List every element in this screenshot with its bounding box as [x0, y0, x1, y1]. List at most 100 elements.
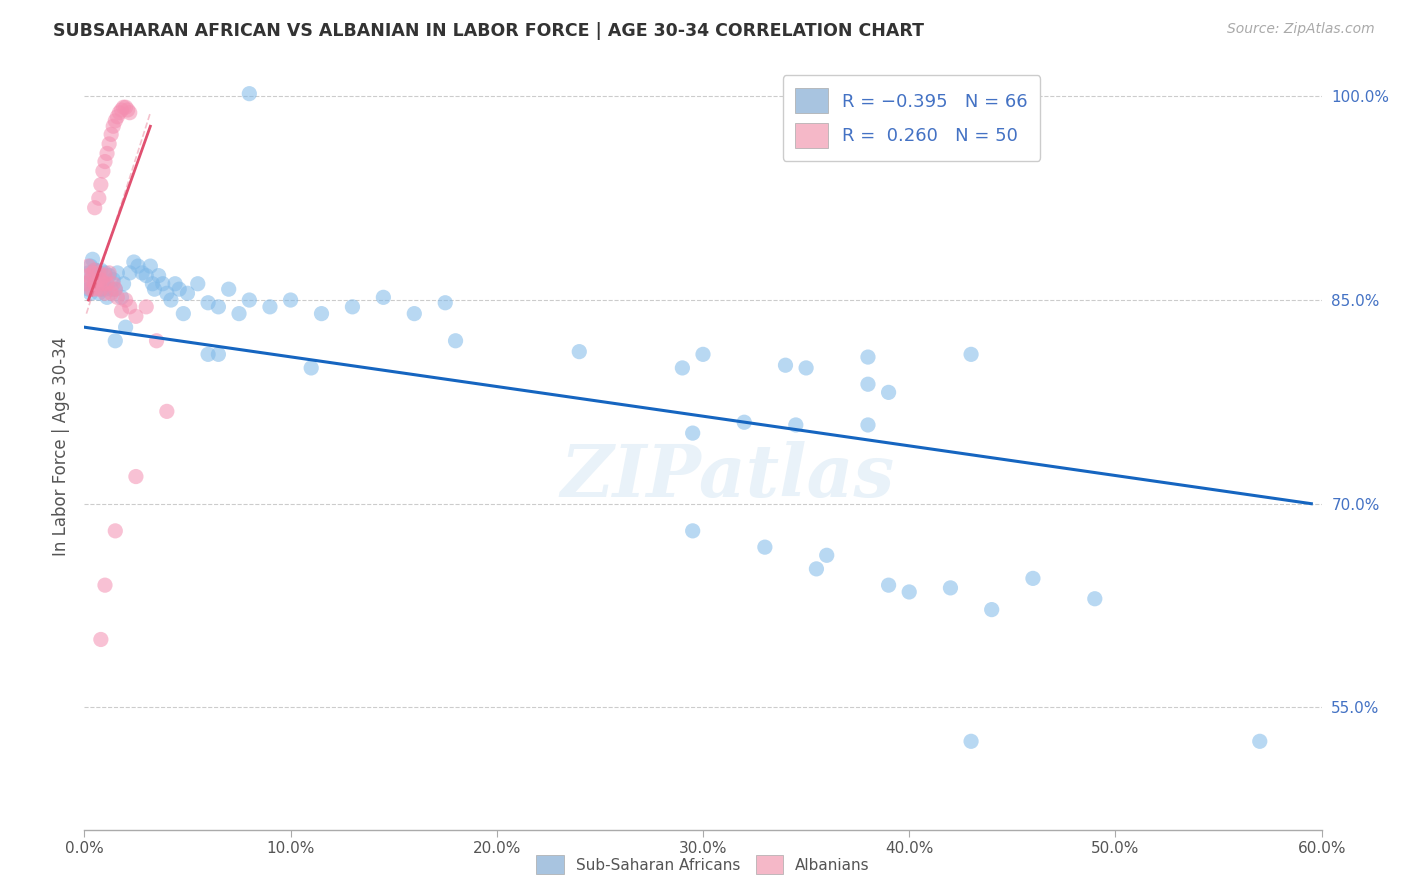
- Point: [94, 282, 117, 296]
- Point: [96, 146, 118, 161]
- Point: [114, 100, 136, 114]
- Text: Source: ZipAtlas.com: Source: ZipAtlas.com: [1227, 22, 1375, 37]
- Point: [145, 334, 167, 348]
- Point: [94, 154, 117, 169]
- Point: [733, 415, 755, 429]
- Point: [960, 347, 983, 361]
- Point: [311, 307, 333, 321]
- Point: [960, 734, 983, 748]
- Point: [218, 282, 240, 296]
- Point: [939, 581, 962, 595]
- Point: [207, 347, 229, 361]
- Point: [105, 110, 128, 124]
- Point: [103, 273, 125, 287]
- Point: [91, 277, 114, 291]
- Point: [856, 417, 879, 432]
- Point: [117, 103, 139, 117]
- Point: [259, 300, 281, 314]
- Point: [79, 259, 101, 273]
- Point: [127, 259, 149, 273]
- Point: [77, 282, 100, 296]
- Point: [83, 263, 105, 277]
- Point: [682, 524, 704, 538]
- Point: [114, 293, 136, 307]
- Point: [877, 578, 900, 592]
- Point: [815, 549, 838, 563]
- Point: [152, 277, 174, 291]
- Point: [939, 87, 962, 101]
- Point: [94, 286, 117, 301]
- Point: [125, 310, 148, 324]
- Point: [100, 286, 122, 301]
- Text: SUBSAHARAN AFRICAN VS ALBANIAN IN LABOR FORCE | AGE 30-34 CORRELATION CHART: SUBSAHARAN AFRICAN VS ALBANIAN IN LABOR …: [53, 22, 924, 40]
- Point: [197, 295, 219, 310]
- Point: [86, 277, 108, 291]
- Point: [75, 277, 97, 291]
- Point: [94, 578, 117, 592]
- Point: [1022, 571, 1045, 585]
- Point: [104, 113, 127, 128]
- Point: [167, 282, 190, 296]
- Point: [77, 259, 100, 273]
- Point: [135, 268, 157, 283]
- Point: [75, 277, 97, 291]
- Point: [404, 307, 426, 321]
- Point: [90, 282, 112, 296]
- Point: [207, 300, 229, 314]
- Point: [104, 282, 127, 296]
- Point: [87, 191, 110, 205]
- Point: [94, 266, 117, 280]
- Point: [373, 290, 395, 304]
- Point: [856, 377, 879, 392]
- Text: ZIPatlas: ZIPatlas: [561, 442, 894, 512]
- Point: [806, 562, 828, 576]
- Point: [342, 300, 364, 314]
- Point: [96, 290, 118, 304]
- Point: [79, 286, 101, 301]
- Point: [143, 282, 166, 296]
- Point: [148, 268, 170, 283]
- Point: [94, 268, 117, 283]
- Point: [122, 255, 145, 269]
- Point: [82, 252, 104, 267]
- Point: [105, 266, 128, 280]
- Point: [86, 282, 108, 296]
- Point: [105, 290, 128, 304]
- Point: [135, 300, 157, 314]
- Point: [79, 282, 101, 296]
- Point: [96, 277, 118, 291]
- Point: [77, 268, 100, 283]
- Point: [141, 277, 163, 291]
- Point: [280, 293, 302, 307]
- Point: [82, 282, 104, 296]
- Point: [110, 290, 132, 304]
- Point: [118, 300, 141, 314]
- Point: [187, 277, 209, 291]
- Point: [118, 266, 141, 280]
- Point: [682, 426, 704, 441]
- Point: [103, 120, 125, 134]
- Point: [83, 277, 105, 291]
- Point: [83, 263, 105, 277]
- Point: [82, 268, 104, 283]
- Point: [110, 103, 132, 117]
- Point: [104, 334, 127, 348]
- Point: [112, 100, 135, 114]
- Point: [98, 136, 121, 151]
- Point: [112, 277, 135, 291]
- Point: [1249, 734, 1271, 748]
- Point: [238, 293, 260, 307]
- Point: [794, 360, 817, 375]
- Point: [980, 602, 1002, 616]
- Point: [108, 105, 131, 120]
- Point: [114, 320, 136, 334]
- Point: [87, 273, 110, 287]
- Point: [82, 266, 104, 280]
- Point: [156, 404, 179, 418]
- Point: [197, 347, 219, 361]
- Point: [90, 282, 112, 296]
- Point: [100, 282, 122, 296]
- Point: [91, 164, 114, 178]
- Point: [856, 350, 879, 364]
- Point: [156, 286, 179, 301]
